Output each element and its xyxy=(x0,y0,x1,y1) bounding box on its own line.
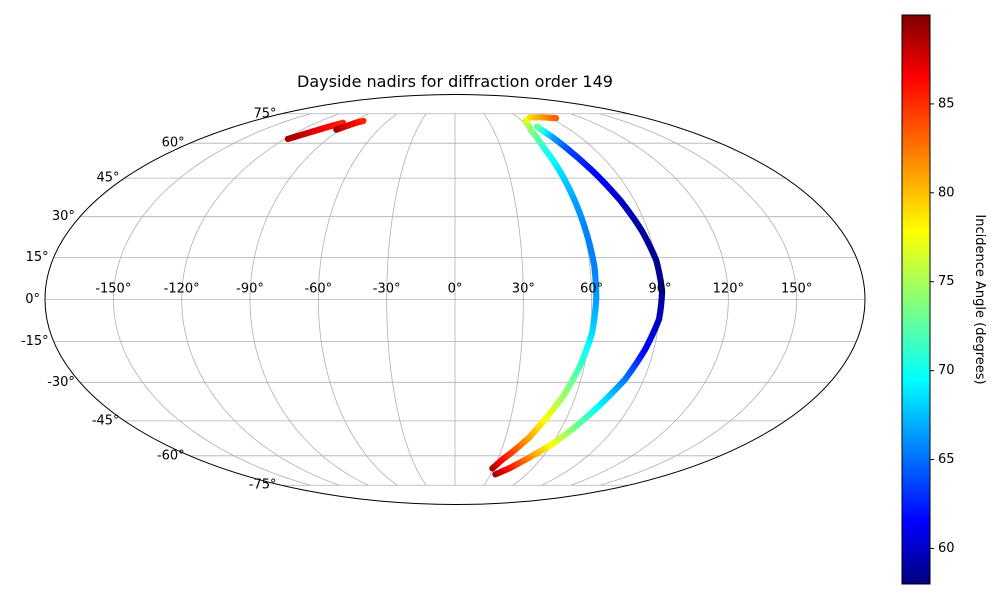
lat-tick-label: -15° xyxy=(21,334,49,349)
lon-tick-label: -150° xyxy=(95,282,131,297)
lon-tick-label: -90° xyxy=(236,282,264,297)
lon-tick-label: -60° xyxy=(304,282,332,297)
latitude-tick-labels: 75° 60° 45° 30° 15° 0° -15° -30° -45° -60° -75° xyxy=(21,106,277,492)
lon-tick-label: -120° xyxy=(164,282,200,297)
colorbar-label: Incidence Angle (degrees) xyxy=(972,214,987,384)
lat-tick-label: -75° xyxy=(249,478,277,493)
colorbar: 60 65 70 75 80 85 Incidence Angle (degrees) xyxy=(901,14,987,585)
lat-tick-label: 45° xyxy=(97,171,120,186)
colorbar-tick-label: 80 xyxy=(938,185,955,200)
lon-tick-label: 30° xyxy=(512,282,535,297)
data-point xyxy=(533,123,541,130)
colorbar-tick-label: 60 xyxy=(938,541,955,556)
meridian-line xyxy=(181,113,340,486)
lon-tick-label: -30° xyxy=(373,282,401,297)
data-point xyxy=(360,117,367,125)
meridian-line xyxy=(386,113,427,486)
lat-tick-label: -45° xyxy=(92,413,120,428)
lon-tick-label: 150° xyxy=(781,282,812,297)
lon-tick-label: 0° xyxy=(448,282,463,297)
lat-tick-label: 30° xyxy=(52,209,75,224)
data-points xyxy=(284,114,666,478)
graticule xyxy=(45,113,865,486)
lat-tick-label: 60° xyxy=(162,136,185,151)
colorbar-gradient xyxy=(901,14,931,585)
meridian-line xyxy=(599,113,798,486)
colorbar-tick-label: 70 xyxy=(938,363,955,378)
colorbar-tick-label: 75 xyxy=(938,274,955,289)
lat-tick-label: 15° xyxy=(26,250,49,265)
lon-tick-label: 60° xyxy=(580,282,603,297)
lat-tick-label: 0° xyxy=(25,292,40,307)
lon-tick-label: 120° xyxy=(713,282,744,297)
meridian-line xyxy=(483,113,524,486)
data-point xyxy=(552,114,560,122)
meridian-line xyxy=(249,113,369,486)
lat-tick-label: 75° xyxy=(253,106,276,121)
longitude-tick-labels: -150° -120° -90° -60° -30° 0° 30° 60° 90° 120° 150… xyxy=(95,282,812,297)
colorbar-ticks: 60 65 70 75 80 85 xyxy=(930,96,955,556)
lat-tick-label: -60° xyxy=(157,448,185,463)
lon-tick-label: 90° xyxy=(648,282,671,297)
meridian-line xyxy=(570,113,729,486)
colorbar-tick-label: 65 xyxy=(938,452,955,467)
lat-tick-label: -30° xyxy=(47,375,75,390)
colorbar-tick-label: 85 xyxy=(938,96,955,111)
meridian-line xyxy=(112,113,311,486)
chart-title: Dayside nadirs for diffraction order 149 xyxy=(297,72,613,91)
meridian-line xyxy=(317,113,398,486)
map-boundary xyxy=(44,94,866,505)
